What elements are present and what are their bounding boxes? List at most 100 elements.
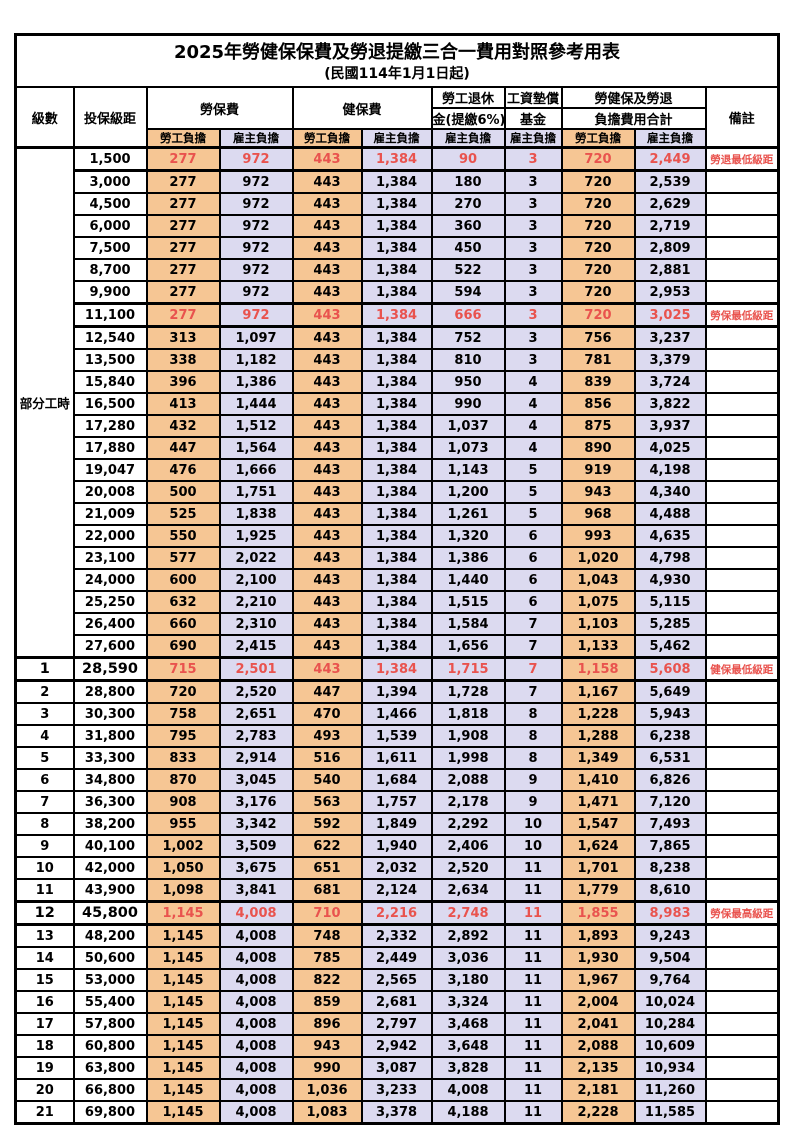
pension-employer-cell: 950 (430, 370, 506, 394)
level-cell: 19 (14, 1056, 75, 1080)
total-employer-cell: 3,025 (633, 302, 707, 328)
col-header-total-line2: 負擔費用合計 (560, 107, 707, 130)
remark-cell (704, 192, 780, 216)
health-employer-cell: 2,124 (360, 878, 433, 903)
health-employee-cell: 1,036 (291, 1078, 363, 1102)
header-row-1: 級數 投保級距 勞保費 健保費 勞工退休 工資墊償 勞健保及勞退 備註 (14, 86, 780, 149)
wage-fund-employer-cell: 4 (503, 414, 563, 438)
remark-cell (704, 436, 780, 460)
health-employer-cell: 1,466 (360, 702, 433, 726)
labor-employee-cell: 870 (145, 768, 221, 792)
table-row: 21 69,800 1,145 4,008 1,083 3,378 4,188 11 2,228… (14, 1100, 780, 1125)
remark-cell: 勞保最高級距 (704, 900, 780, 926)
labor-employer-cell: 3,045 (218, 768, 294, 792)
labor-employer-cell: 4,008 (218, 1034, 294, 1058)
remark-cell (704, 214, 780, 238)
health-employee-cell: 443 (291, 414, 363, 438)
total-employer-cell: 2,719 (633, 214, 707, 238)
labor-employer-cell: 4,008 (218, 946, 294, 970)
total-employer-cell: 2,629 (633, 192, 707, 216)
health-employer-cell: 1,384 (360, 302, 433, 328)
remark-cell (704, 502, 780, 526)
health-employee-cell: 443 (291, 280, 363, 305)
table-row: 18 60,800 1,145 4,008 943 2,942 3,648 11 2,088 10… (14, 1034, 780, 1058)
labor-employer-cell: 972 (218, 214, 294, 238)
labor-employee-cell: 277 (145, 192, 221, 216)
col-header-wage-fund-line2: 基金 (503, 107, 563, 130)
bracket-cell: 31,800 (72, 724, 148, 748)
remark-cell (704, 568, 780, 592)
total-employer-cell: 10,024 (633, 990, 707, 1014)
wage-fund-employer-cell: 5 (503, 480, 563, 504)
total-employer-cell: 4,488 (633, 502, 707, 526)
col-header-labor-fee: 勞保費 (145, 86, 294, 130)
health-employer-cell: 1,384 (360, 392, 433, 416)
bracket-cell: 66,800 (72, 1078, 148, 1102)
bracket-cell: 12,540 (72, 325, 148, 350)
labor-employee-cell: 277 (145, 258, 221, 282)
table-body: 部分工時 1,500 277 972 443 1,384 90 3 720 2,449 勞退最低級距… (14, 146, 780, 1125)
wage-fund-employer-cell: 6 (503, 590, 563, 614)
total-employee-cell: 856 (560, 392, 636, 416)
health-employee-cell: 563 (291, 790, 363, 814)
health-employer-cell: 1,394 (360, 679, 433, 704)
level-cell: 10 (14, 856, 75, 880)
labor-employer-cell: 3,176 (218, 790, 294, 814)
labor-employee-cell: 1,002 (145, 834, 221, 858)
health-employee-cell: 443 (291, 192, 363, 216)
labor-employee-cell: 550 (145, 524, 221, 548)
pension-employer-cell: 2,748 (430, 900, 506, 926)
health-employer-cell: 1,384 (360, 568, 433, 592)
bracket-cell: 7,500 (72, 236, 148, 260)
labor-employer-cell: 3,675 (218, 856, 294, 880)
bracket-cell: 11,100 (72, 302, 148, 328)
labor-employee-cell: 833 (145, 746, 221, 770)
labor-employer-cell: 2,022 (218, 546, 294, 570)
pension-employer-cell: 1,998 (430, 746, 506, 770)
wage-fund-employer-cell: 11 (503, 1034, 563, 1058)
health-employee-cell: 990 (291, 1056, 363, 1080)
bracket-cell: 30,300 (72, 702, 148, 726)
total-employee-cell: 993 (560, 524, 636, 548)
total-employee-cell: 839 (560, 370, 636, 394)
labor-employee-cell: 577 (145, 546, 221, 570)
page-subtitle: (民國114年1月1日起) (324, 66, 470, 82)
total-employer-cell: 5,115 (633, 590, 707, 614)
total-employee-cell: 1,410 (560, 768, 636, 792)
labor-employer-cell: 3,509 (218, 834, 294, 858)
total-employer-cell: 10,934 (633, 1056, 707, 1080)
wage-fund-employer-cell: 4 (503, 370, 563, 394)
remark-cell (704, 258, 780, 282)
title-cell: 2025年勞健保保費及勞退提繳三合一費用對照參考用表 (民國114年1月1日起) (14, 33, 780, 88)
total-employer-cell: 9,243 (633, 923, 707, 948)
table-row: 4 31,800 795 2,783 493 1,539 1,908 8 1,288 6,238 (14, 724, 780, 748)
total-employer-cell: 10,609 (633, 1034, 707, 1058)
health-employee-cell: 443 (291, 302, 363, 328)
pension-employer-cell: 1,261 (430, 502, 506, 526)
wage-fund-employer-cell: 11 (503, 1012, 563, 1036)
table-row: 17,280 432 1,512 443 1,384 1,037 4 875 3,937 (16, 414, 780, 438)
wage-fund-employer-cell: 9 (503, 790, 563, 814)
total-employer-cell: 7,493 (633, 812, 707, 836)
subheader-total-employee: 勞工負擔 (560, 128, 636, 149)
table-row: 12,540 313 1,097 443 1,384 752 3 756 3,237 (16, 325, 780, 350)
total-employee-cell: 1,103 (560, 612, 636, 636)
health-employer-cell: 2,565 (360, 968, 433, 992)
wage-fund-employer-cell: 9 (503, 768, 563, 792)
labor-employer-cell: 4,008 (218, 900, 294, 926)
total-employer-cell: 3,822 (633, 392, 707, 416)
level-cell: 2 (14, 679, 75, 704)
subheader-health-employer: 雇主負擔 (360, 128, 433, 149)
health-employee-cell: 622 (291, 834, 363, 858)
health-employee-cell: 443 (291, 392, 363, 416)
bracket-cell: 3,000 (72, 169, 148, 194)
bracket-cell: 36,300 (72, 790, 148, 814)
labor-employee-cell: 758 (145, 702, 221, 726)
health-employer-cell: 1,384 (360, 414, 433, 438)
total-employer-cell: 4,198 (633, 458, 707, 482)
health-employer-cell: 1,384 (360, 370, 433, 394)
bracket-cell: 21,009 (72, 502, 148, 526)
table-row: 14 50,600 1,145 4,008 785 2,449 3,036 11 1,930 9,… (14, 946, 780, 970)
total-employer-cell: 3,237 (633, 325, 707, 350)
total-employee-cell: 720 (560, 146, 636, 172)
